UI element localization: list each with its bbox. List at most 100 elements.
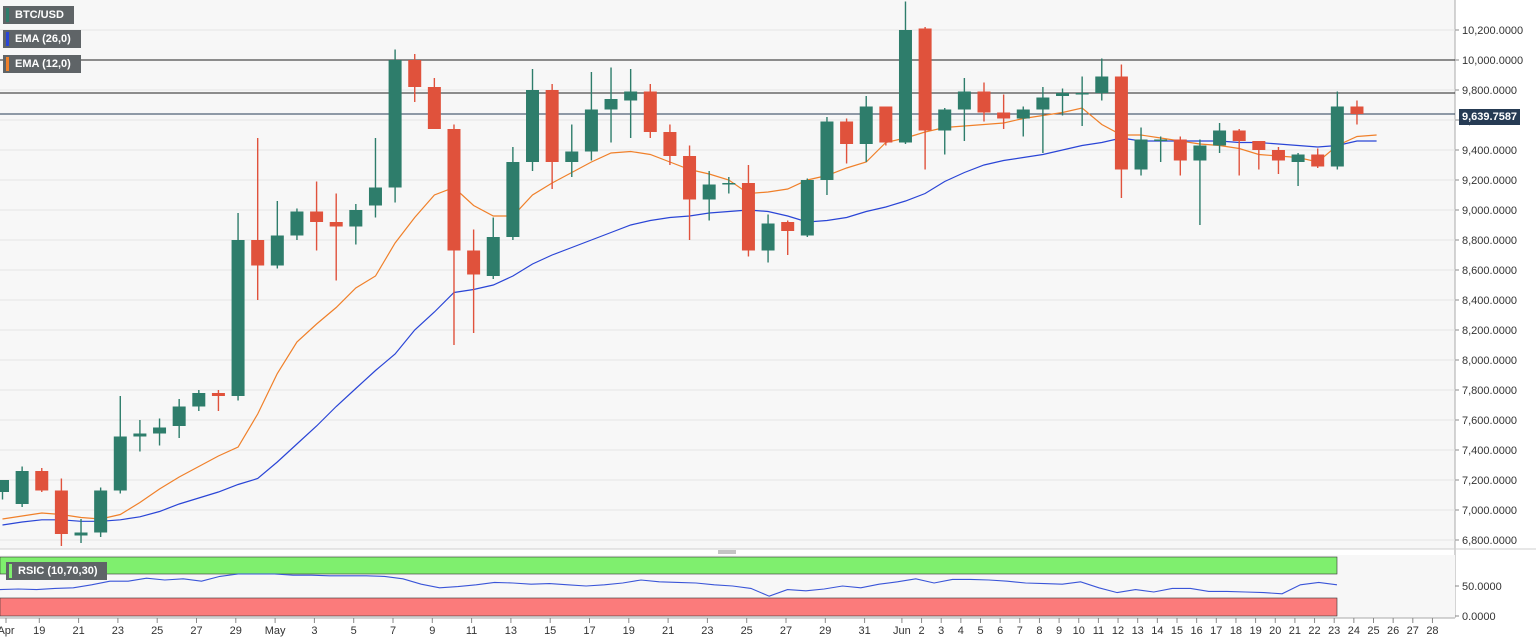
- candle-down[interactable]: [54, 478, 68, 547]
- candle-up[interactable]: [938, 108, 952, 155]
- candle-body: [506, 162, 520, 237]
- candle-down[interactable]: [683, 145, 697, 241]
- candle-up[interactable]: [1134, 127, 1148, 176]
- candle-body: [1154, 139, 1168, 141]
- candle-down[interactable]: [918, 27, 932, 170]
- candle-body: [1075, 93, 1089, 95]
- date-tick-label: Apr: [0, 625, 15, 637]
- candle-up[interactable]: [1154, 136, 1168, 163]
- candle-up[interactable]: [859, 96, 873, 162]
- candle-down[interactable]: [741, 165, 755, 257]
- price-tick-label: 9,400.0000: [1462, 145, 1517, 157]
- candle-down[interactable]: [545, 84, 559, 189]
- candle-down[interactable]: [251, 138, 265, 300]
- candle-down[interactable]: [977, 82, 991, 122]
- candle-up[interactable]: [113, 396, 127, 494]
- legend-rsi[interactable]: RSIC (10,70,30): [6, 562, 108, 580]
- candle-down[interactable]: [1271, 147, 1285, 174]
- date-tick-label: 25: [1367, 625, 1379, 637]
- candle-body: [368, 187, 382, 206]
- candle-up[interactable]: [820, 117, 834, 195]
- legend-symbol[interactable]: BTC/USD: [3, 6, 74, 24]
- candle-down[interactable]: [467, 229, 481, 334]
- date-tick-label: 23: [1328, 625, 1340, 637]
- candle-up[interactable]: [231, 213, 245, 401]
- candle-up[interactable]: [898, 1, 912, 145]
- legend-ema12[interactable]: EMA (12,0): [3, 55, 81, 73]
- candle-body: [997, 112, 1011, 119]
- candle-up[interactable]: [1291, 153, 1305, 186]
- candle-body: [1114, 76, 1128, 170]
- candle-up[interactable]: [349, 204, 363, 245]
- candle-body: [624, 91, 638, 101]
- candle-down[interactable]: [1114, 64, 1128, 199]
- candle-up[interactable]: [1095, 58, 1109, 101]
- pane-resize-handle[interactable]: [718, 550, 736, 554]
- candle-up[interactable]: [604, 67, 618, 143]
- candle-up[interactable]: [94, 487, 108, 538]
- candle-body: [1036, 97, 1050, 110]
- candle-up[interactable]: [133, 420, 147, 452]
- candle-up[interactable]: [584, 72, 598, 161]
- candle-up[interactable]: [1036, 87, 1050, 153]
- candle-down[interactable]: [35, 468, 49, 492]
- candle-body: [329, 222, 343, 227]
- candle-up[interactable]: [722, 177, 736, 194]
- candle-up[interactable]: [192, 390, 206, 411]
- candle-body: [1213, 130, 1227, 146]
- candle-up[interactable]: [153, 418, 167, 446]
- candle-up[interactable]: [368, 138, 382, 218]
- candle-up[interactable]: [172, 399, 186, 438]
- candle-up[interactable]: [1193, 139, 1207, 226]
- candle-down[interactable]: [643, 84, 657, 138]
- legend-ema26[interactable]: EMA (26,0): [3, 30, 81, 48]
- candle-down[interactable]: [1173, 136, 1187, 176]
- candle-up[interactable]: [761, 214, 775, 263]
- date-tick-label: 15: [1171, 625, 1183, 637]
- candle-down[interactable]: [1311, 148, 1325, 169]
- candle-up[interactable]: [1016, 106, 1030, 137]
- candle-up[interactable]: [74, 519, 88, 543]
- candle-down[interactable]: [840, 118, 854, 164]
- date-tick-label: 27: [780, 625, 792, 637]
- candle-body: [15, 471, 29, 504]
- candle-body: [388, 60, 402, 188]
- candle-up[interactable]: [506, 147, 520, 240]
- candle-up[interactable]: [526, 69, 540, 171]
- candle-up[interactable]: [1056, 88, 1070, 116]
- candle-body: [1095, 76, 1109, 93]
- candle-down[interactable]: [781, 220, 795, 256]
- date-tick-label: 21: [662, 625, 674, 637]
- candle-up[interactable]: [486, 217, 500, 280]
- candle-up[interactable]: [624, 69, 638, 138]
- candle-down[interactable]: [1232, 129, 1246, 176]
- candle-up[interactable]: [1330, 91, 1344, 170]
- candle-down[interactable]: [211, 390, 225, 411]
- candle-up[interactable]: [565, 124, 579, 178]
- candle-down[interactable]: [310, 181, 324, 251]
- candle-down[interactable]: [329, 193, 343, 281]
- candle-down[interactable]: [879, 106, 893, 146]
- candle-up[interactable]: [957, 78, 971, 141]
- candle-up[interactable]: [1213, 123, 1227, 153]
- candle-up[interactable]: [702, 171, 716, 221]
- candle-down[interactable]: [1350, 100, 1364, 125]
- candle-up[interactable]: [290, 208, 304, 241]
- candle-up[interactable]: [270, 201, 284, 269]
- candle-down[interactable]: [997, 94, 1011, 130]
- candle-up[interactable]: [800, 178, 814, 238]
- candle-up[interactable]: [0, 480, 9, 500]
- candle-body: [486, 237, 500, 276]
- candle-down[interactable]: [1252, 141, 1266, 170]
- candle-down[interactable]: [447, 124, 461, 346]
- candle-down[interactable]: [427, 78, 441, 129]
- candle-up[interactable]: [388, 49, 402, 203]
- candle-down[interactable]: [663, 124, 677, 166]
- candle-body: [1173, 139, 1187, 161]
- candle-down[interactable]: [408, 54, 422, 102]
- date-tick-label: 27: [190, 625, 202, 637]
- price-tick-label: 7,000.0000: [1462, 505, 1517, 517]
- candle-up[interactable]: [1075, 76, 1089, 127]
- candle-up[interactable]: [15, 466, 29, 508]
